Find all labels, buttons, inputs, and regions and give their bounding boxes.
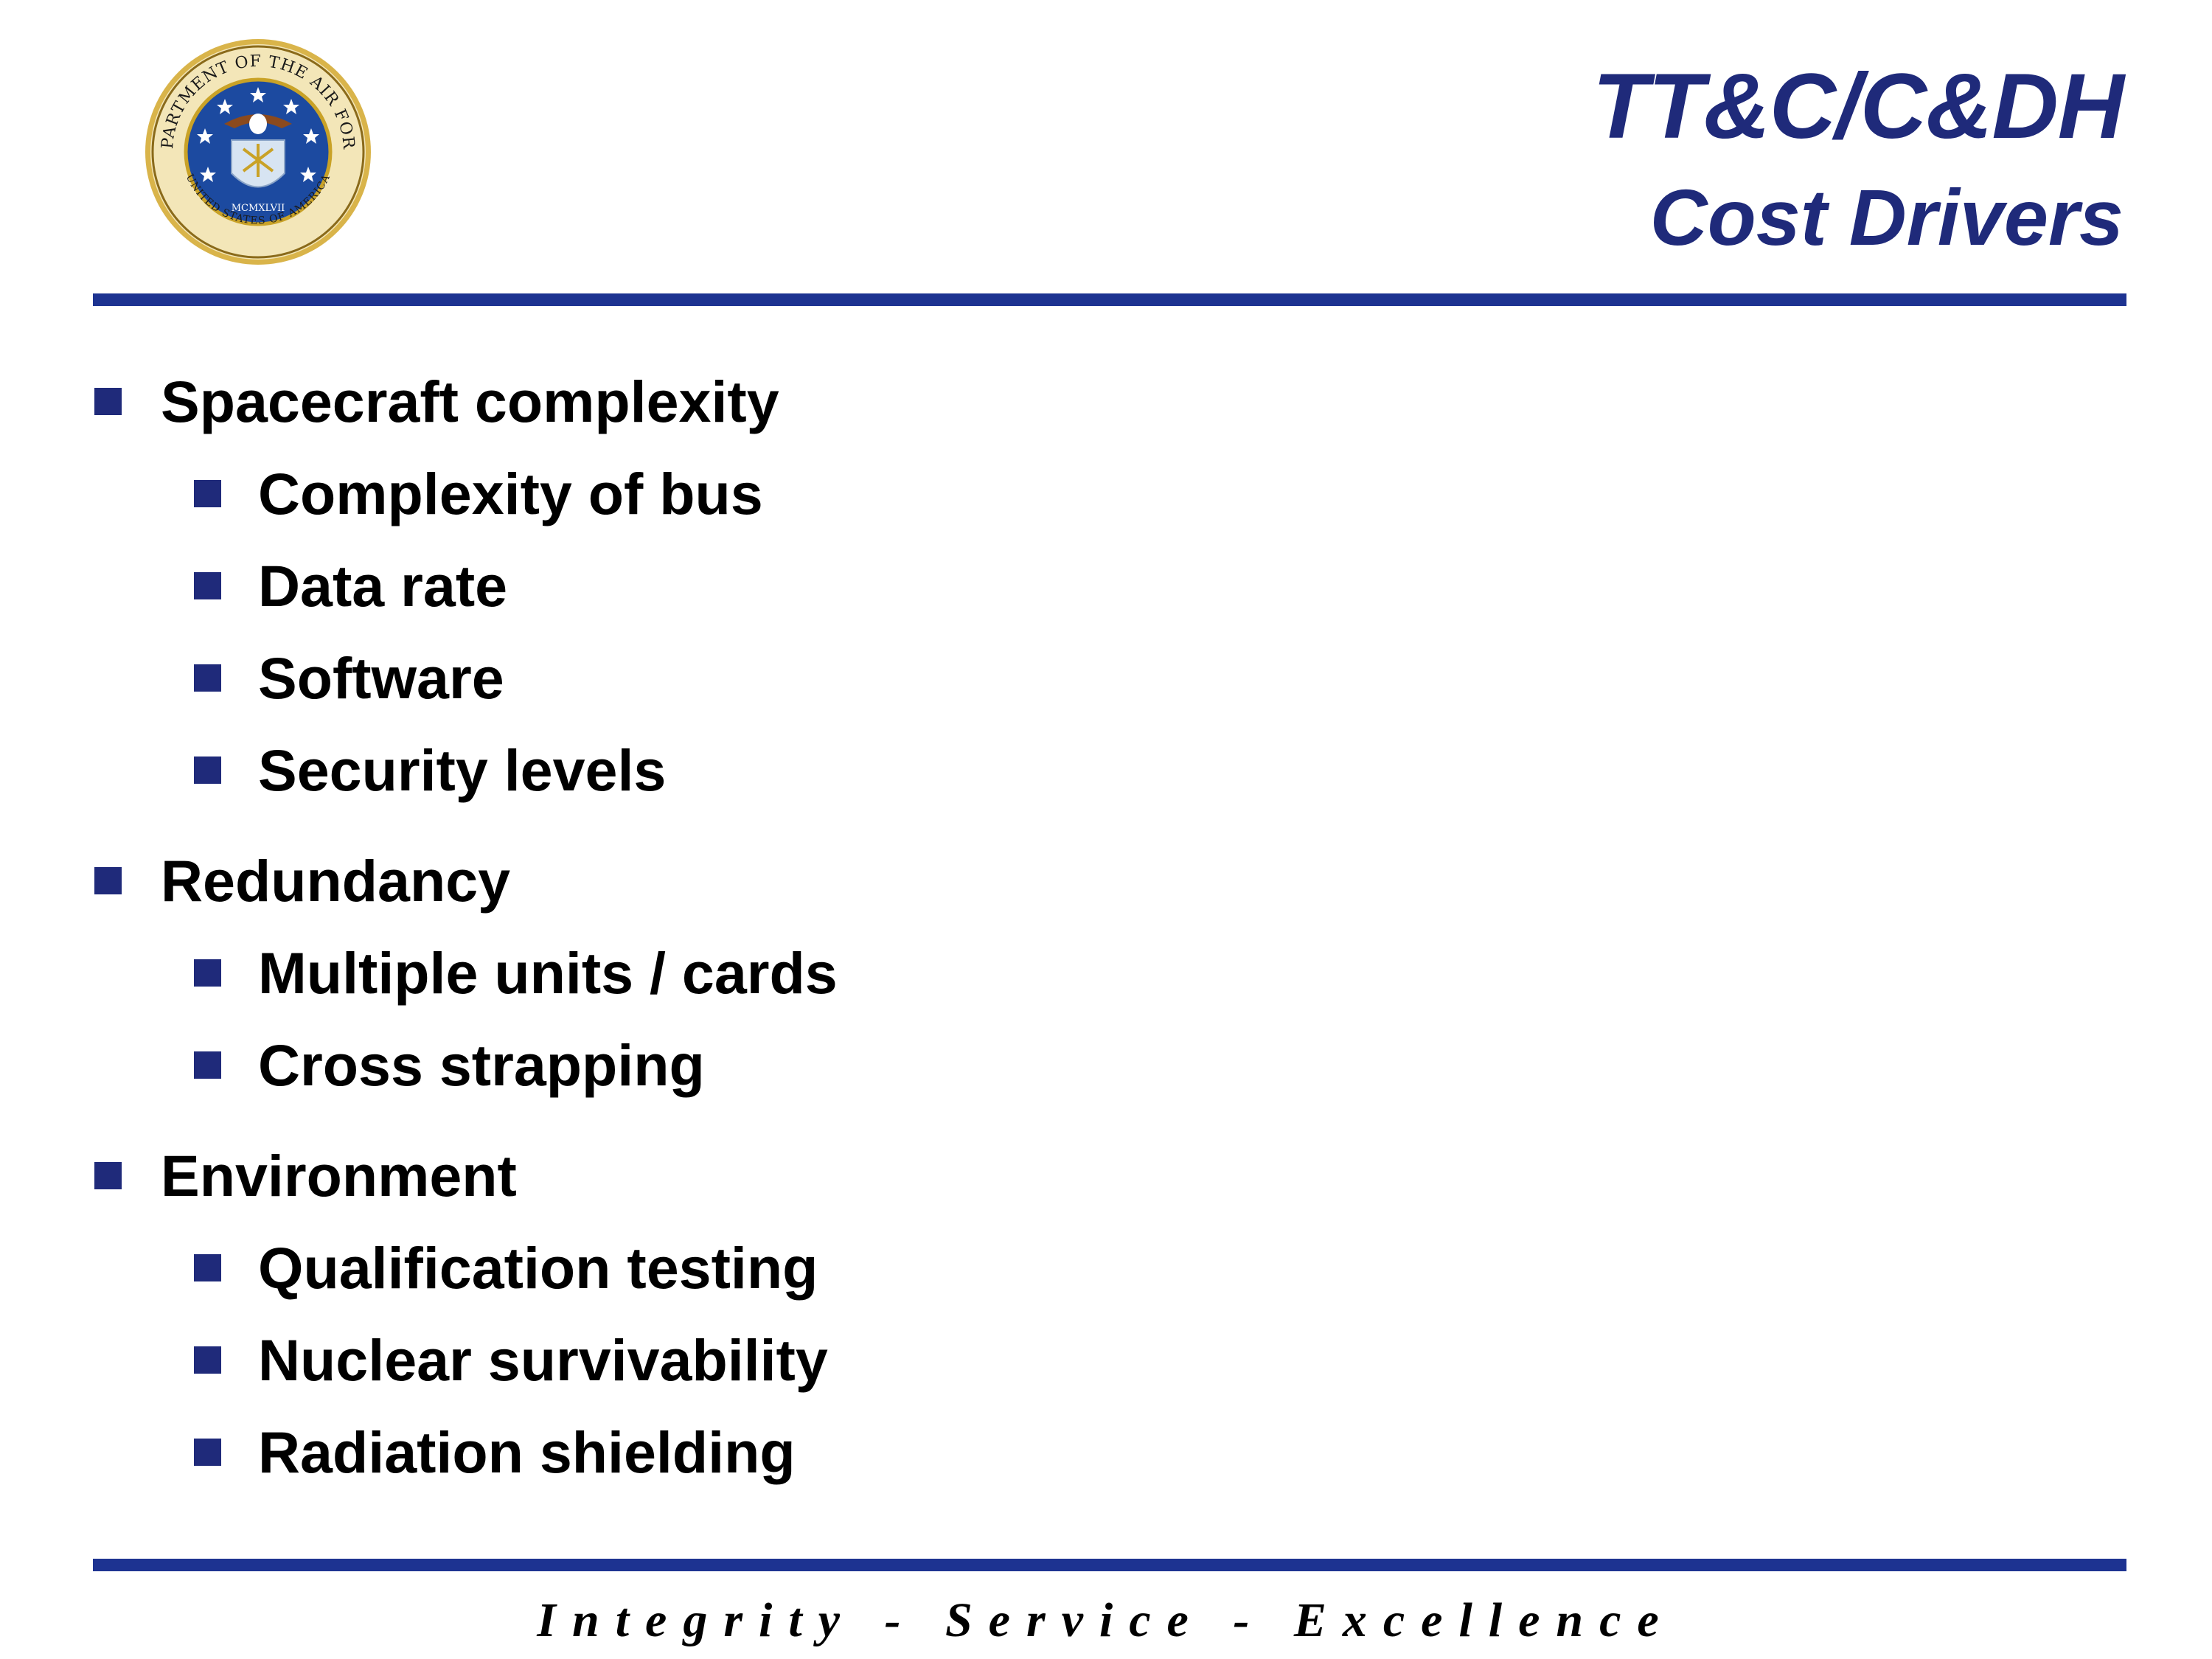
- sub-bullet-label: Security levels: [258, 737, 667, 803]
- sub-bullet-item: Software: [93, 632, 2084, 724]
- bullet-label: Redundancy: [161, 848, 511, 914]
- square-bullet-icon: [194, 1254, 221, 1281]
- sub-bullet-item: Security levels: [93, 724, 2084, 816]
- sub-bullet-label: Cross strapping: [258, 1032, 705, 1098]
- air-force-seal-icon: DEPARTMENT OF THE AIR FORCE UNITED STATE…: [143, 37, 373, 267]
- bullet-group-redundancy: Redundancy Multiple units / cards Cross …: [93, 835, 2084, 1111]
- sub-bullet-item: Qualification testing: [93, 1222, 2084, 1314]
- bullet-item: Redundancy: [93, 835, 2084, 927]
- square-bullet-icon: [194, 959, 221, 987]
- square-bullet-icon: [94, 867, 122, 894]
- bullet-group-spacecraft-complexity: Spacecraft complexity Complexity of bus …: [93, 355, 2084, 816]
- square-bullet-icon: [194, 1346, 221, 1374]
- title-line-2: Cost Drivers: [1649, 173, 2124, 262]
- square-bullet-icon: [94, 1162, 122, 1189]
- sub-bullet-label: Qualification testing: [258, 1235, 818, 1301]
- bullet-item: Environment: [93, 1130, 2084, 1222]
- sub-bullet-item: Multiple units / cards: [93, 927, 2084, 1019]
- sub-bullet-label: Software: [258, 645, 504, 711]
- svg-text:MCMXLVII: MCMXLVII: [232, 203, 285, 214]
- sub-bullet-item: Nuclear survivability: [93, 1314, 2084, 1406]
- bullet-label: Spacecraft complexity: [161, 369, 779, 434]
- sub-bullet-label: Nuclear survivability: [258, 1327, 828, 1393]
- sub-bullet-item: Data rate: [93, 540, 2084, 632]
- square-bullet-icon: [194, 1051, 221, 1079]
- square-bullet-icon: [194, 664, 221, 692]
- sub-bullet-item: Radiation shielding: [93, 1406, 2084, 1498]
- square-bullet-icon: [94, 388, 122, 415]
- bullet-item: Spacecraft complexity: [93, 355, 2084, 448]
- square-bullet-icon: [194, 1439, 221, 1466]
- sub-bullet-label: Radiation shielding: [258, 1419, 796, 1485]
- square-bullet-icon: [194, 480, 221, 507]
- footer-divider: [93, 1559, 2126, 1571]
- sub-bullet-label: Data rate: [258, 553, 508, 619]
- sub-bullet-label: Multiple units / cards: [258, 940, 838, 1006]
- bullet-group-environment: Environment Qualification testing Nuclea…: [93, 1130, 2084, 1498]
- sub-bullet-item: Cross strapping: [93, 1019, 2084, 1111]
- bullet-label: Environment: [161, 1143, 517, 1208]
- header-divider: [93, 293, 2126, 306]
- bullet-list: Spacecraft complexity Complexity of bus …: [93, 355, 2084, 1517]
- sub-bullet-item: Complexity of bus: [93, 448, 2084, 540]
- sub-bullet-label: Complexity of bus: [258, 461, 763, 526]
- footer-motto: Integrity - Service - Excellence: [537, 1593, 1675, 1647]
- square-bullet-icon: [194, 572, 221, 599]
- title-line-1: TT&C/C&DH: [1592, 55, 2124, 158]
- slide-title: TT&C/C&DH Cost Drivers: [1593, 52, 2124, 273]
- square-bullet-icon: [194, 757, 221, 784]
